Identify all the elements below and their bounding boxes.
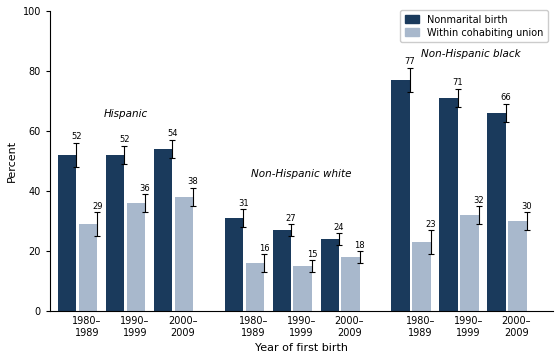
Text: 54: 54 bbox=[167, 130, 178, 139]
Bar bbox=[106, 155, 124, 311]
Text: 77: 77 bbox=[404, 58, 416, 67]
Bar bbox=[341, 257, 360, 311]
X-axis label: Year of first birth: Year of first birth bbox=[255, 343, 348, 353]
Text: Non-Hispanic white: Non-Hispanic white bbox=[251, 169, 352, 179]
Bar bbox=[273, 230, 291, 311]
Text: 16: 16 bbox=[259, 243, 269, 252]
Text: 27: 27 bbox=[286, 213, 296, 222]
Bar bbox=[58, 155, 77, 311]
Bar bbox=[320, 239, 339, 311]
Bar bbox=[154, 149, 172, 311]
Bar bbox=[245, 263, 264, 311]
Bar bbox=[79, 224, 97, 311]
Text: 38: 38 bbox=[188, 177, 198, 186]
Text: 31: 31 bbox=[238, 198, 249, 207]
Bar bbox=[175, 197, 193, 311]
Text: 24: 24 bbox=[334, 222, 344, 231]
Text: 52: 52 bbox=[71, 132, 82, 141]
Text: Hispanic: Hispanic bbox=[104, 109, 148, 119]
Bar bbox=[440, 98, 458, 311]
Bar bbox=[391, 80, 410, 311]
Bar bbox=[508, 221, 526, 311]
Text: 18: 18 bbox=[354, 240, 365, 249]
Y-axis label: Percent: Percent bbox=[7, 140, 17, 182]
Text: 66: 66 bbox=[501, 94, 511, 103]
Bar bbox=[460, 215, 479, 311]
Bar bbox=[412, 242, 431, 311]
Bar bbox=[293, 266, 312, 311]
Text: 52: 52 bbox=[119, 135, 129, 144]
Text: 32: 32 bbox=[473, 195, 484, 204]
Text: 29: 29 bbox=[92, 202, 102, 211]
Bar bbox=[487, 113, 506, 311]
Text: 30: 30 bbox=[521, 202, 532, 211]
Text: 36: 36 bbox=[140, 184, 151, 193]
Legend: Nonmarital birth, Within cohabiting union: Nonmarital birth, Within cohabiting unio… bbox=[400, 10, 548, 42]
Text: 23: 23 bbox=[426, 220, 436, 229]
Bar bbox=[127, 203, 145, 311]
Bar bbox=[225, 218, 243, 311]
Text: Non-Hispanic black: Non-Hispanic black bbox=[421, 49, 521, 59]
Text: 15: 15 bbox=[307, 249, 317, 258]
Text: 71: 71 bbox=[452, 78, 463, 87]
